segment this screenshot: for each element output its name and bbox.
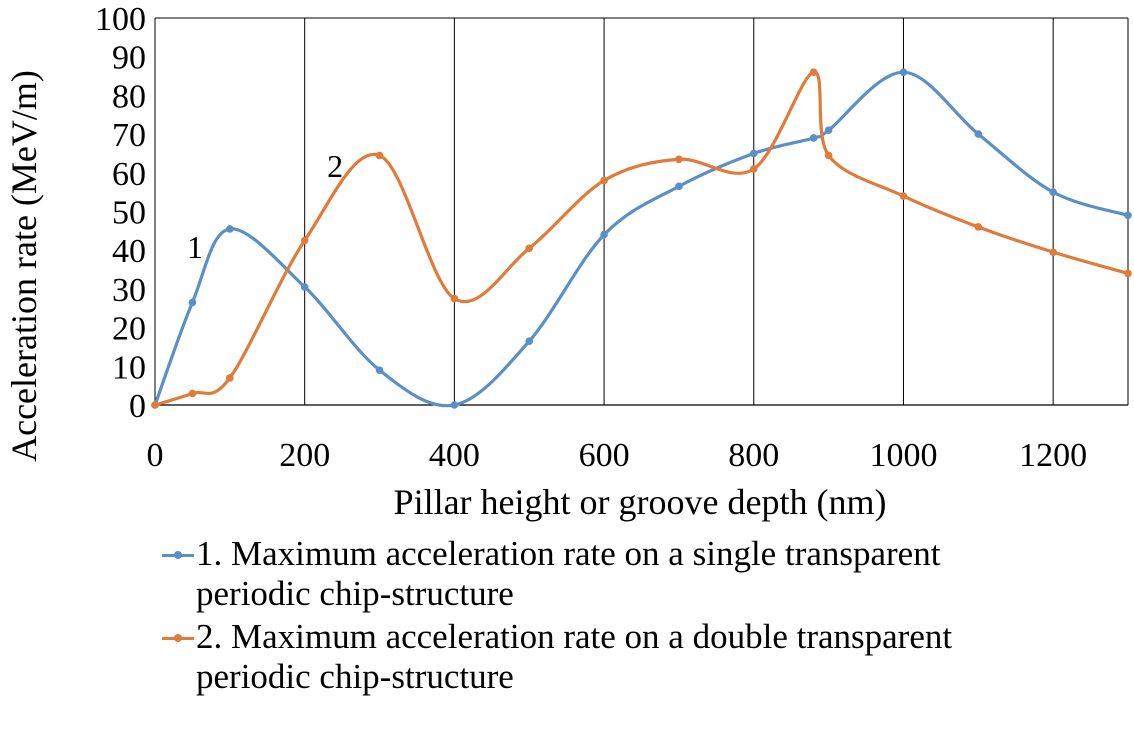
y-tick-label: 10 bbox=[112, 349, 146, 386]
y-tick-label: 100 bbox=[95, 1, 146, 38]
data-point-1 bbox=[600, 230, 608, 239]
data-point-1 bbox=[450, 401, 459, 409]
data-point-2 bbox=[450, 294, 459, 303]
data-point-1 bbox=[525, 337, 534, 345]
y-tick-label: 80 bbox=[112, 78, 146, 115]
legend-text-2a: 2. Maximum acceleration rate on a double… bbox=[196, 617, 953, 656]
curve-label-1: 1 bbox=[187, 229, 203, 265]
data-point-1 bbox=[188, 298, 197, 307]
data-point-1 bbox=[226, 225, 234, 233]
data-point-2 bbox=[899, 192, 908, 200]
y-axis-title: Acceleration rate (MeV/m) bbox=[4, 70, 44, 462]
data-point-2 bbox=[675, 155, 683, 164]
y-tick-label: 60 bbox=[112, 156, 146, 193]
x-tick-label: 800 bbox=[728, 437, 779, 474]
x-tick-label: 1000 bbox=[869, 437, 937, 474]
data-point-2 bbox=[300, 236, 309, 245]
data-point-1 bbox=[1049, 188, 1057, 196]
x-tick-label: 400 bbox=[429, 437, 480, 474]
data-point-2 bbox=[151, 401, 159, 409]
chart: 12 0 200 400 600 800 1000 12000102030405060708… bbox=[4, 1, 1132, 522]
data-point-1 bbox=[1124, 211, 1132, 220]
x-tick-label: 0 bbox=[147, 437, 164, 474]
y-tick-label: 30 bbox=[112, 272, 146, 309]
y-tick-label: 90 bbox=[112, 40, 146, 77]
data-point-1 bbox=[300, 283, 309, 291]
data-point-2 bbox=[809, 68, 818, 76]
y-tick-label: 20 bbox=[112, 311, 146, 348]
curve-label-2: 2 bbox=[327, 148, 343, 184]
data-point-1 bbox=[899, 68, 908, 76]
x-tick-label: 200 bbox=[279, 437, 330, 474]
data-point-2 bbox=[375, 151, 384, 160]
series-line-1 bbox=[153, 70, 1129, 408]
y-tick-label: 40 bbox=[112, 233, 146, 270]
data-point-2 bbox=[226, 374, 234, 382]
data-point-1 bbox=[375, 366, 384, 374]
grid bbox=[154, 17, 1129, 406]
x-axis-title: Pillar height or groove depth (nm) bbox=[394, 482, 887, 522]
data-point-1 bbox=[824, 126, 833, 135]
legend-text-1a: 1. Maximum acceleration rate on a single… bbox=[196, 534, 941, 573]
data-point-1 bbox=[749, 149, 758, 158]
tick-labels: 0 200 400 600 800 1000 12000102030405060708090… bbox=[95, 1, 1087, 474]
series-line-2 bbox=[154, 70, 1129, 407]
data-point-2 bbox=[600, 176, 608, 185]
x-tick-label: 600 bbox=[579, 437, 630, 474]
data-point-2 bbox=[749, 165, 758, 173]
data-point-2 bbox=[1049, 248, 1057, 256]
legend-marker-1 bbox=[162, 551, 194, 559]
data-point-1 bbox=[974, 130, 983, 138]
legend-text-2b: periodic chip-structure bbox=[196, 657, 514, 696]
data-point-2 bbox=[974, 223, 983, 231]
legend-entry-1: 1. Maximum acceleration rate on a single… bbox=[162, 534, 1122, 614]
data-point-1 bbox=[675, 182, 683, 191]
data-point-2 bbox=[824, 151, 833, 160]
y-tick-label: 70 bbox=[112, 117, 146, 154]
y-tick-label: 0 bbox=[129, 388, 146, 425]
series-group: 12 bbox=[151, 68, 1132, 409]
legend-entry-2: 2. Maximum acceleration rate on a double… bbox=[162, 617, 1122, 697]
legend-marker-2 bbox=[162, 634, 194, 642]
data-point-2 bbox=[188, 389, 197, 398]
x-tick-label: 1200 bbox=[1019, 437, 1087, 474]
y-tick-label: 50 bbox=[112, 195, 146, 232]
legend: 1. Maximum acceleration rate on a single… bbox=[162, 534, 1122, 700]
data-point-1 bbox=[809, 134, 818, 142]
data-point-2 bbox=[1124, 269, 1132, 278]
data-point-2 bbox=[525, 244, 534, 253]
legend-text-1b: periodic chip-structure bbox=[196, 574, 514, 613]
